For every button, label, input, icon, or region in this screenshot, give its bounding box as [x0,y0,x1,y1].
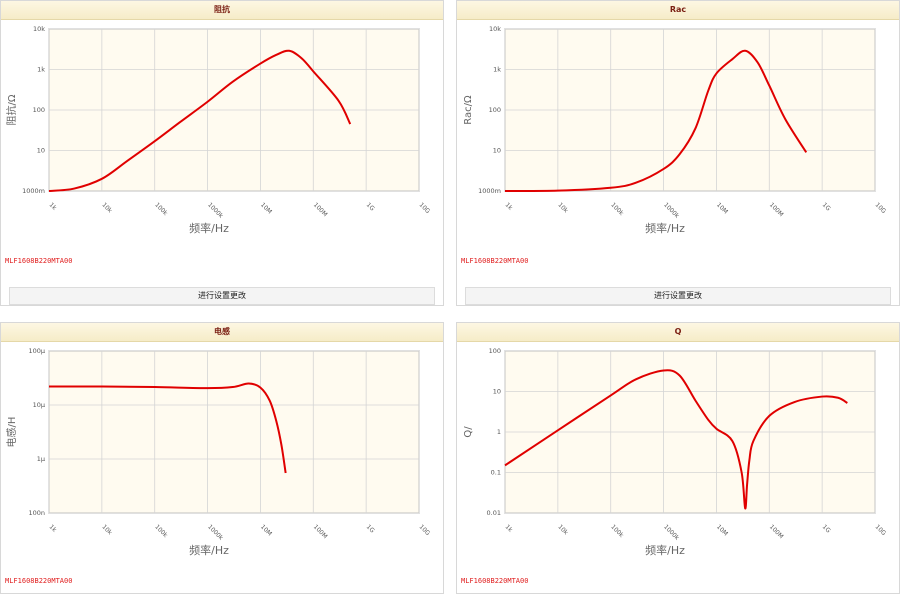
y-tick-label: 1000m [478,187,501,195]
y-tick-label: 100 [489,106,501,114]
plot-area [48,350,420,514]
x-tick-label: 10k [556,201,569,214]
model-label: MLF1608B220MTA00 [5,577,73,585]
x-tick-label: 100M [768,201,785,218]
data-line [504,369,848,510]
x-axis-title: 频率/Hz [189,543,229,557]
x-tick-label: 100k [609,523,625,539]
model-label: MLF1608B220MTA00 [5,257,73,265]
y-tick-label: 1µ [37,455,45,463]
y-axis-title: Rac/Ω [463,95,474,125]
x-tick-label: 1G [365,523,376,534]
y-tick-label: 1 [497,428,501,436]
panel-title: Q [457,323,899,342]
y-tick-label: 100 [489,347,501,355]
panel-title: 电感 [1,323,443,342]
x-tick-label: 10G [874,201,888,215]
data-line [48,382,287,474]
impedance-chart: 1k 10k 100k 1000k 10M 100M 1G 10G 1000m 10 100 1k 10… [5,25,432,235]
y-axis-title: 阻抗/Ω [5,94,18,125]
y-tick-label: 10µ [33,401,45,409]
x-axis-title: 频率/Hz [645,543,685,557]
x-tick-label: 1000k [662,523,681,542]
q-panel: Q 1k 10k 100k 1000k 10M 100M 1G 10G 0.01 0.1 1 10 10… [456,322,900,594]
x-tick-label: 10M [259,201,273,215]
rac-panel: Rac 1k 10k 100k 1000k 10M 100M 1G 10G 1000m 10 100… [456,0,900,306]
x-tick-label: 1000k [662,201,681,220]
x-tick-label: 1G [365,201,376,212]
x-tick-label: 10M [259,523,273,537]
x-tick-label: 100k [153,523,169,539]
x-tick-label: 1k [504,523,514,533]
x-tick-label: 10G [418,201,432,215]
y-tick-label: 0.01 [487,509,501,517]
y-tick-label: 1k [493,66,501,74]
x-tick-label: 10k [100,523,113,536]
y-tick-label: 10k [489,25,501,33]
y-tick-label: 100n [28,509,45,517]
x-tick-label: 10M [715,523,729,537]
y-tick-label: 100µ [28,347,45,355]
panel-title: Rac [457,1,899,20]
settings-change-button[interactable]: 进行设置更改 [465,287,891,305]
x-tick-label: 10G [418,523,432,537]
impedance-panel: 阻抗 1k 10k 100k 1000k 10M 100M 1G 10G 1000m 10 100 1… [0,0,444,306]
x-tick-label: 1k [48,523,58,533]
y-tick-label: 10 [493,147,501,155]
x-tick-label: 10k [100,201,113,214]
inductance-chart: 1k 10k 100k 1000k 10M 100M 1G 10G 100n 1µ 10µ 100µ 频… [5,347,432,557]
x-tick-label: 1G [821,523,832,534]
x-tick-label: 1k [504,201,514,211]
x-tick-label: 100M [768,523,785,540]
x-tick-label: 100k [153,201,169,217]
y-tick-label: 10 [37,147,45,155]
y-tick-label: 0.1 [491,469,501,477]
y-axis-title: 电感/H [5,417,18,448]
y-tick-label: 100 [33,106,45,114]
x-tick-label: 1000k [206,201,225,220]
model-label: MLF1608B220MTA00 [461,257,529,265]
x-tick-label: 1000k [206,523,225,542]
settings-change-button[interactable]: 进行设置更改 [9,287,435,305]
data-line [504,49,808,193]
x-tick-label: 10M [715,201,729,215]
x-tick-label: 100M [312,523,329,540]
model-label: MLF1608B220MTA00 [461,577,529,585]
x-tick-label: 1k [48,201,58,211]
x-axis-title: 频率/Hz [645,221,685,235]
inductance-panel: 电感 1k 10k 100k 1000k 10M 100M 1G 10G 100n 1µ 10µ 10… [0,322,444,594]
x-axis-title: 频率/Hz [189,221,229,235]
x-tick-label: 1G [821,201,832,212]
data-line [48,49,352,192]
y-tick-label: 1000m [22,187,45,195]
y-tick-label: 1k [37,66,45,74]
x-tick-label: 100M [312,201,329,218]
x-tick-label: 100k [609,201,625,217]
y-tick-label: 10 [493,388,501,396]
x-tick-label: 10G [874,523,888,537]
rac-chart: 1k 10k 100k 1000k 10M 100M 1G 10G 1000m 10 100 1k 10… [463,25,888,235]
panel-title: 阻抗 [1,1,443,20]
y-tick-label: 10k [33,25,45,33]
x-tick-label: 10k [556,523,569,536]
q-chart: 1k 10k 100k 1000k 10M 100M 1G 10G 0.01 0.1 1 10 100 频… [463,347,888,557]
y-axis-title: Q/ [463,426,474,438]
